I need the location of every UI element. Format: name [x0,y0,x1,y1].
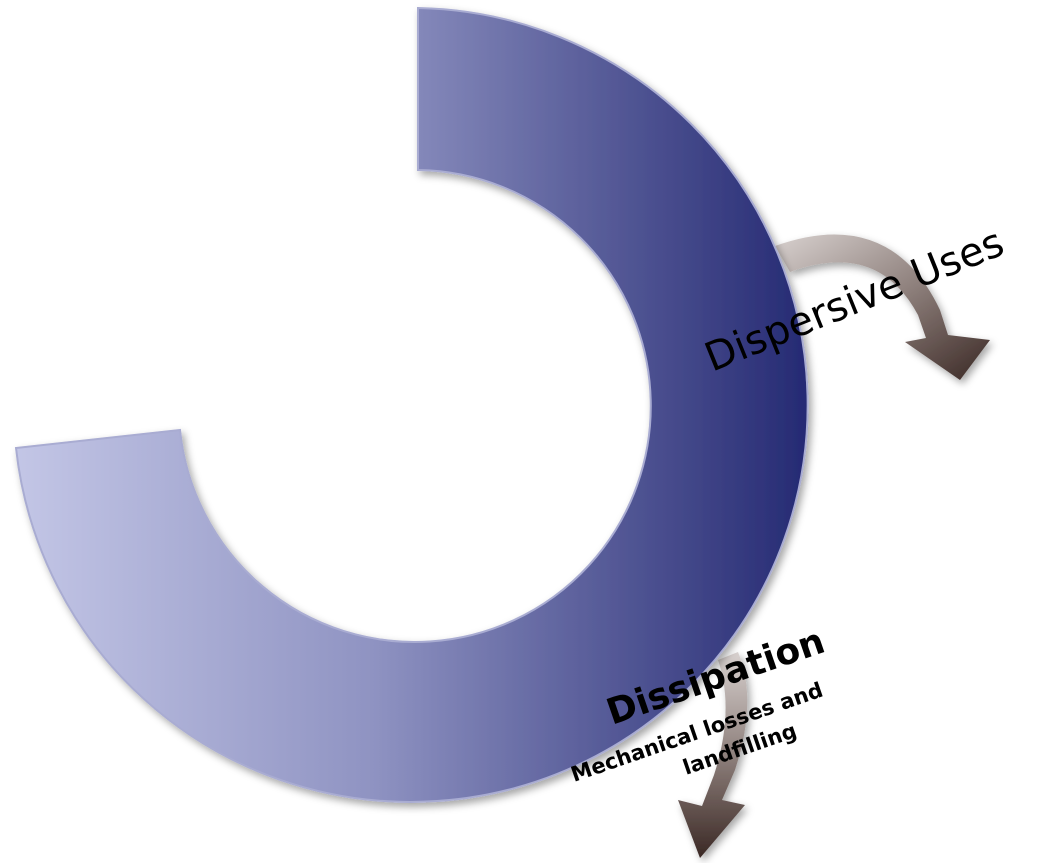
dissipation-arrow [678,652,748,858]
dispersive-arrow [775,234,990,380]
cycle-ring [14,6,809,803]
